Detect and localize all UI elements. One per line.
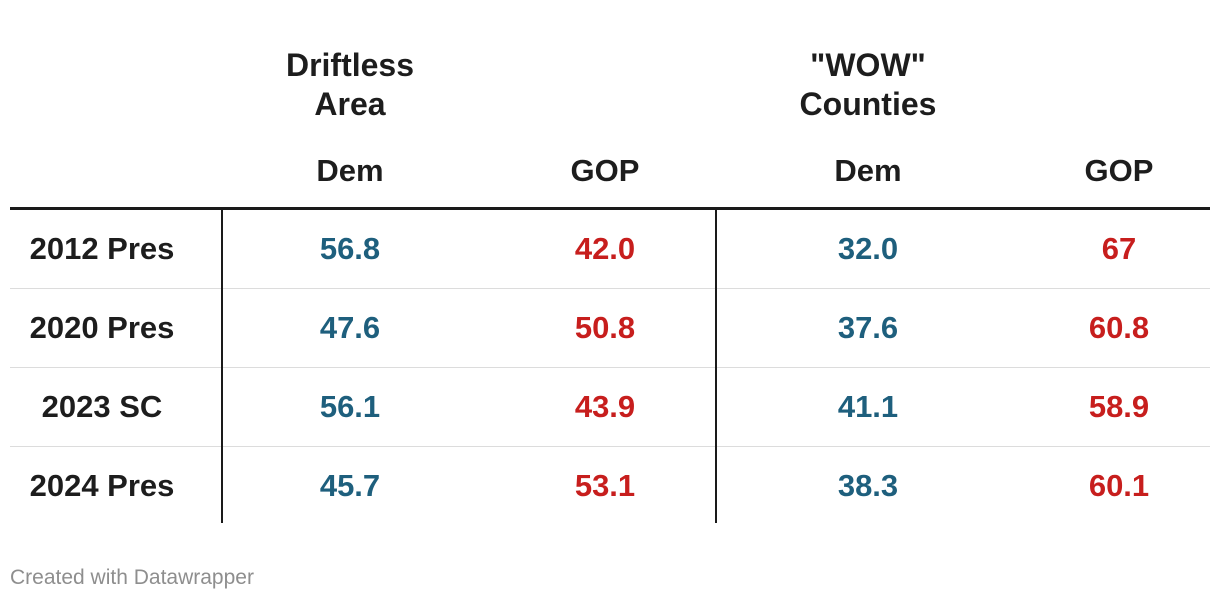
value-cell-wow-gop: 60.1 — [1088, 468, 1150, 503]
row-label: 2012 Pres — [29, 231, 175, 266]
column-divider — [715, 207, 717, 523]
column-group-driftless: Driftless Area — [222, 46, 478, 124]
column-group-wow-title: "WOW" Counties — [799, 47, 937, 122]
column-header-wow-gop: GOP — [1084, 153, 1154, 188]
column-header-driftless-gop: GOP — [570, 153, 640, 188]
value-cell-wow-gop: 60.8 — [1088, 310, 1150, 345]
column-header-wow-dem: Dem — [834, 153, 902, 188]
value-cell-wow-dem: 38.3 — [837, 468, 899, 503]
value-cell-driftless-gop: 50.8 — [574, 310, 636, 345]
group-header-spacer — [1020, 46, 1210, 124]
value-cell-wow-gop: 67 — [1101, 231, 1137, 266]
table-row: 2024 Pres 45.7 53.1 38.3 60.1 — [10, 446, 1210, 525]
value-cell-driftless-gop: 42.0 — [574, 231, 636, 266]
table-row: 2012 Pres 56.8 42.0 32.0 67 — [10, 210, 1210, 288]
value-cell-driftless-dem: 56.8 — [319, 231, 381, 266]
group-header-spacer — [10, 46, 222, 124]
value-cell-driftless-dem: 56.1 — [319, 389, 381, 424]
row-label: 2024 Pres — [29, 468, 175, 503]
row-label: 2020 Pres — [29, 310, 175, 345]
header-rule — [10, 207, 1210, 210]
row-label: 2023 SC — [41, 389, 163, 424]
column-group-driftless-title: Driftless Area — [285, 47, 415, 122]
value-cell-wow-dem: 37.6 — [837, 310, 899, 345]
column-header-driftless-dem: Dem — [316, 153, 384, 188]
table-row: 2023 SC 56.1 43.9 41.1 58.9 — [10, 367, 1210, 446]
value-cell-wow-dem: 32.0 — [837, 231, 899, 266]
column-group-wow: "WOW" Counties — [716, 46, 1020, 124]
table: Driftless Area "WOW" Counties Dem GOP De… — [10, 0, 1210, 525]
value-cell-wow-gop: 58.9 — [1088, 389, 1150, 424]
value-cell-driftless-dem: 45.7 — [319, 468, 381, 503]
value-cell-wow-dem: 41.1 — [837, 389, 899, 424]
value-cell-driftless-dem: 47.6 — [319, 310, 381, 345]
column-header-spacer — [10, 124, 222, 207]
datawrapper-credit: Created with Datawrapper — [10, 566, 254, 589]
column-divider — [221, 207, 223, 523]
group-header-spacer — [478, 46, 716, 124]
column-group-header-row: Driftless Area "WOW" Counties — [10, 0, 1210, 124]
value-cell-driftless-gop: 53.1 — [574, 468, 636, 503]
value-cell-driftless-gop: 43.9 — [574, 389, 636, 424]
table-row: 2020 Pres 47.6 50.8 37.6 60.8 — [10, 288, 1210, 367]
column-header-row: Dem GOP Dem GOP — [10, 124, 1210, 207]
